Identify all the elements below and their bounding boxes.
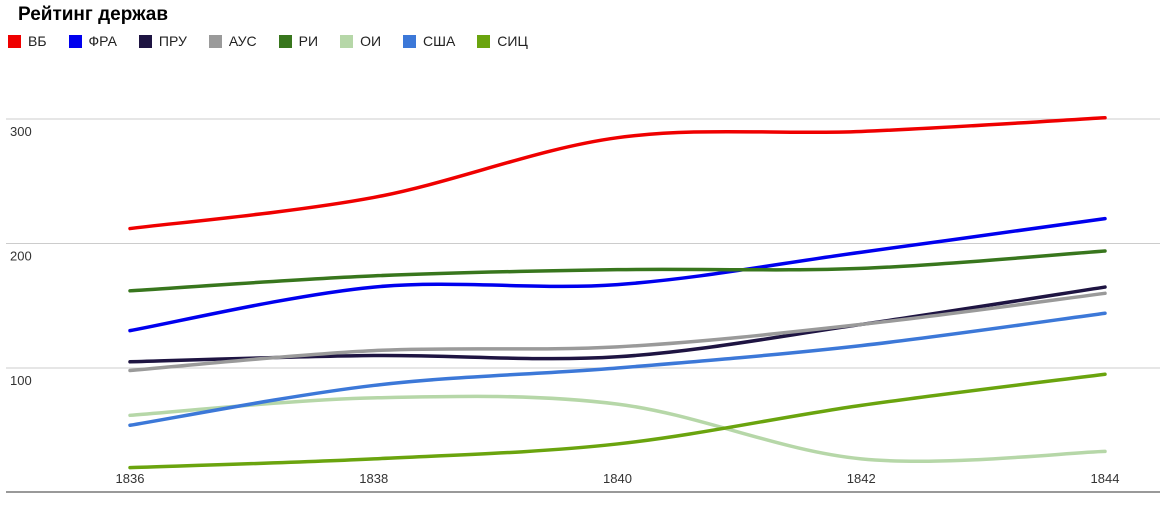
series-line [128, 291, 1107, 373]
legend-swatch [403, 34, 417, 48]
x-tick-label: 1844 [1091, 471, 1120, 486]
legend-swatch [477, 34, 491, 48]
legend-swatch [68, 34, 82, 48]
legend-label: АУС [228, 33, 257, 49]
y-tick-label: 100 [10, 373, 32, 388]
legend-item[interactable]: ВБ [8, 33, 47, 49]
legend-label: РИ [298, 33, 319, 49]
legend-label: США [423, 33, 456, 49]
legend-swatch [340, 34, 354, 48]
legend-item[interactable]: РИ [278, 33, 319, 49]
series-line [128, 311, 1107, 428]
legend-swatch [8, 34, 21, 48]
x-tick-label: 1836 [116, 471, 145, 486]
y-tick-label: 200 [10, 249, 32, 264]
chart-title: Рейтинг держав [18, 4, 169, 25]
x-tick-label: 1842 [847, 471, 876, 486]
legend-item[interactable]: ФРА [68, 33, 117, 49]
x-tick-label: 1838 [359, 471, 388, 486]
series-line [128, 394, 1107, 463]
legend-label: ВБ [28, 33, 47, 49]
legend-item[interactable]: США [403, 33, 455, 49]
legend-swatch [208, 34, 222, 48]
legend-item[interactable]: ОИ [340, 33, 381, 49]
series-line [128, 116, 1107, 231]
legend-label: ПРУ [158, 33, 187, 49]
legend-label: СИЦ [497, 33, 528, 49]
series-line [128, 216, 1107, 333]
legend-swatch [138, 34, 152, 48]
legend-label: ОИ [360, 33, 382, 49]
legend-swatch [278, 34, 292, 48]
legend: ВБ ФРА ПРУ АУС РИ ОИ США СИЦ [8, 33, 550, 49]
series-line [128, 285, 1107, 364]
legend-item[interactable]: ПРУ [138, 33, 187, 49]
legend-item[interactable]: СИЦ [477, 33, 528, 49]
x-tick-label: 1840 [603, 471, 632, 486]
legend-item[interactable]: АУС [208, 33, 257, 49]
series-line [128, 372, 1107, 470]
y-tick-label: 300 [10, 124, 32, 139]
series-line [128, 249, 1107, 293]
legend-label: ФРА [88, 33, 117, 49]
